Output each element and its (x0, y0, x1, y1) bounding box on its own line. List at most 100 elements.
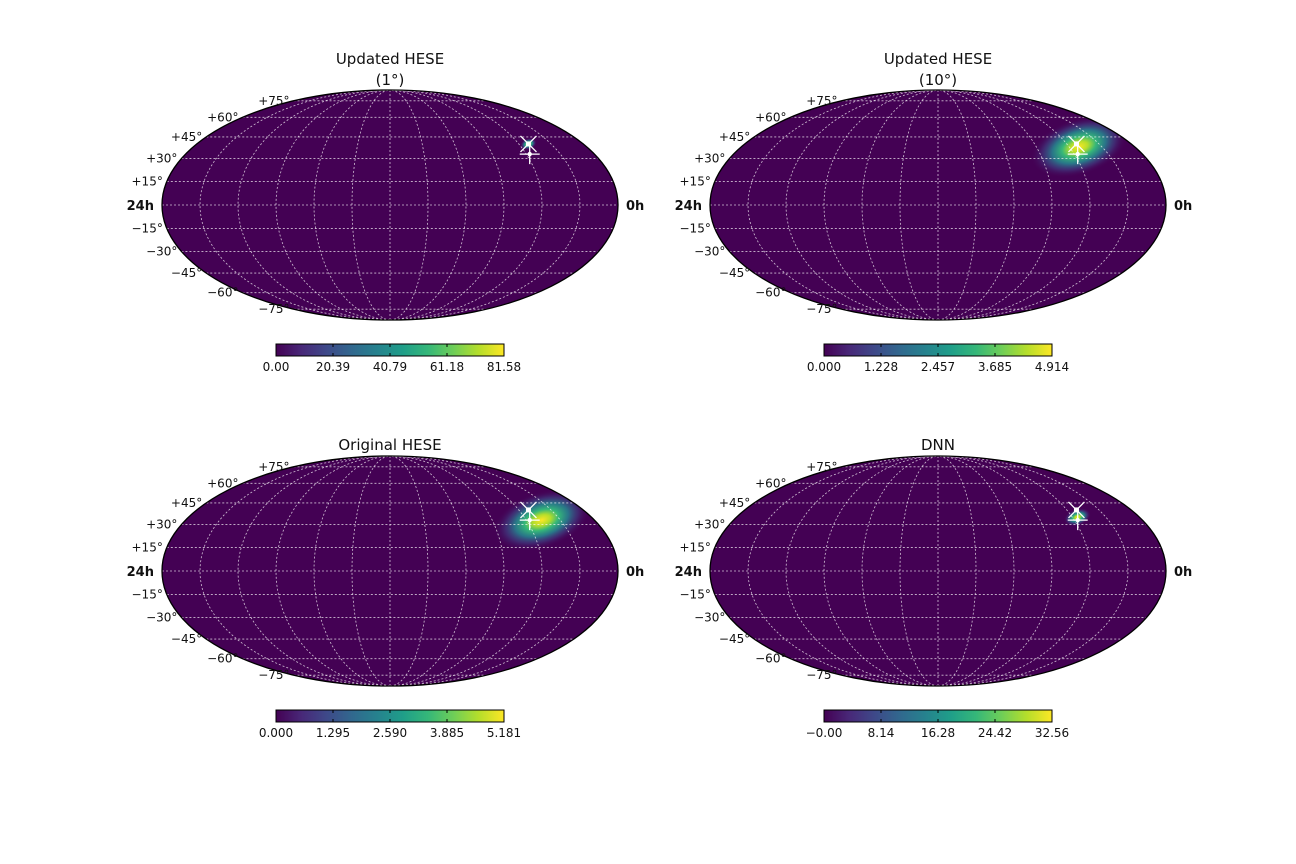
colorbar-tick-label: 0.000 (807, 360, 841, 374)
ra-label-left: 24h (127, 199, 154, 214)
colorbar-tick-label: 5.181 (487, 726, 521, 740)
dec-label: −15° (132, 588, 163, 602)
dec-label: −15° (680, 222, 711, 236)
skymap-panel-1: Updated HESE (1°) 24h 0h +75° +60° +45° +30° +15… (127, 50, 645, 374)
dec-label: +60° (755, 110, 786, 124)
dec-label: −75° (258, 302, 289, 316)
dec-label: −15° (680, 588, 711, 602)
cross-marker (1068, 501, 1085, 519)
panel-title: Updated HESE (884, 50, 992, 68)
ra-label-left: 24h (675, 565, 702, 580)
dec-label: +75° (806, 460, 837, 474)
ra-label-right: 0h (1174, 199, 1192, 214)
cross-marker (520, 501, 537, 519)
dec-label: +45° (171, 496, 202, 510)
colorbar-tick-label: 61.18 (430, 360, 464, 374)
meridian-gridline (351, 90, 391, 320)
dec-label: +30° (146, 152, 177, 166)
skymap-panel-4: DNN 24h 0h +75° +60° +45° +30° +15° −15° −30° −45°… (675, 436, 1193, 740)
dec-label: +15° (132, 540, 163, 554)
dec-label: −45° (171, 632, 202, 646)
skymap-outline (709, 455, 1167, 687)
colorbar-tick-label: 0.00 (263, 360, 290, 374)
dec-label: −75° (258, 668, 289, 682)
dec-label: +45° (171, 130, 202, 144)
skymap-outline (709, 89, 1167, 321)
skymap-outline (161, 89, 619, 321)
dec-label: −30° (694, 244, 725, 258)
dec-label: −60° (207, 286, 238, 300)
plus-marker (519, 144, 540, 165)
dec-label: +45° (719, 496, 750, 510)
panel-title: Original HESE (338, 436, 441, 454)
colorbar-tick-label: 3.885 (430, 726, 464, 740)
ra-label-left: 24h (675, 199, 702, 214)
dec-label: +60° (207, 110, 238, 124)
colorbar-tick-label: 8.14 (868, 726, 895, 740)
colorbar-tick-label: 1.295 (316, 726, 350, 740)
dec-label: −30° (146, 610, 177, 624)
colorbar-tick-label: 2.457 (921, 360, 955, 374)
ra-label-right: 0h (626, 199, 644, 214)
panel-subtitle: (1°) (376, 71, 405, 89)
cross-marker (1068, 135, 1085, 153)
plus-marker (1067, 144, 1088, 165)
ra-label-right: 0h (626, 565, 644, 580)
colorbar-tick-label: 81.58 (487, 360, 521, 374)
colorbar: 0.000 1.295 2.590 3.885 5.181 (259, 709, 521, 740)
colorbar-tick-label: 16.28 (921, 726, 955, 740)
plus-marker (1067, 510, 1088, 531)
ra-label-right: 0h (1174, 565, 1192, 580)
probability-hotspot (493, 489, 591, 551)
meridian-gridline (861, 90, 939, 320)
plus-marker (519, 510, 540, 531)
meridian-gridline (313, 456, 391, 686)
dec-label: +75° (806, 94, 837, 108)
dec-label: +15° (132, 174, 163, 188)
dec-label: +15° (680, 174, 711, 188)
skymap-panel-2: Updated HESE (10°) 24h 0h +75° +60° +45° +30° +1… (675, 50, 1193, 374)
colorbar-tick-label: 40.79 (373, 360, 407, 374)
colorbar: 0.00 20.39 40.79 61.18 81.58 (263, 343, 521, 374)
dec-label: −75° (806, 302, 837, 316)
dec-label: +75° (258, 460, 289, 474)
dec-label: −75° (806, 668, 837, 682)
dec-label: +75° (258, 94, 289, 108)
colorbar-tick-label: 4.914 (1035, 360, 1069, 374)
panel-title: DNN (921, 436, 955, 454)
dec-label: −45° (171, 266, 202, 280)
colorbar-tick-label: 2.590 (373, 726, 407, 740)
dec-label: +30° (694, 152, 725, 166)
skymap-panel-3: Original HESE 24h 0h +75° +60° +45° +30° +15° −1… (127, 436, 645, 740)
colorbar-tick-label: 24.42 (978, 726, 1012, 740)
colorbar-tick-label: 1.228 (864, 360, 898, 374)
dec-label: +60° (207, 476, 238, 490)
colorbar-tick-label: −0.00 (806, 726, 843, 740)
meridian-gridline (313, 90, 391, 320)
meridian-gridline (861, 456, 939, 686)
skymap-outline (161, 455, 619, 687)
panel-title: Updated HESE (336, 50, 444, 68)
dec-label: +30° (694, 518, 725, 532)
dec-label: +60° (755, 476, 786, 490)
colorbar: −0.00 8.14 16.28 24.42 32.56 (806, 709, 1069, 740)
dec-label: −45° (719, 266, 750, 280)
meridian-gridline (899, 456, 939, 686)
colorbar: 0.000 1.228 2.457 3.685 4.914 (807, 343, 1069, 374)
dec-label: −45° (719, 632, 750, 646)
cross-marker (520, 135, 537, 153)
dec-label: −60° (755, 652, 786, 666)
panel-subtitle: (10°) (919, 71, 957, 89)
meridian-gridline (351, 456, 391, 686)
colorbar-tick-label: 20.39 (316, 360, 350, 374)
colorbar-tick-label: 32.56 (1035, 726, 1069, 740)
dec-label: −60° (755, 286, 786, 300)
dec-label: +45° (719, 130, 750, 144)
dec-label: −30° (146, 244, 177, 258)
meridian-gridline (899, 90, 939, 320)
colorbar-tick-label: 0.000 (259, 726, 293, 740)
dec-label: −60° (207, 652, 238, 666)
colorbar-tick-label: 3.685 (978, 360, 1012, 374)
ra-label-left: 24h (127, 565, 154, 580)
